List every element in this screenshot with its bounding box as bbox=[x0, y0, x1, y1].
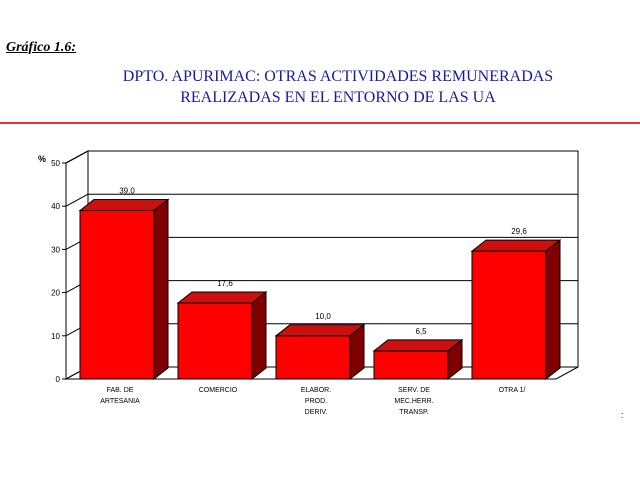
x-tick-label: ARTESANIA bbox=[100, 398, 140, 405]
x-tick-label: FAB. DE bbox=[107, 387, 134, 394]
data-label: 17,6 bbox=[217, 279, 233, 288]
data-label: 10,0 bbox=[315, 312, 331, 321]
title-divider bbox=[0, 122, 640, 124]
bar-top bbox=[372, 339, 464, 352]
bar-top bbox=[274, 324, 366, 337]
bar-top bbox=[78, 199, 170, 212]
x-tick-label: MEC.HERR. bbox=[394, 398, 433, 405]
bar-side bbox=[153, 198, 169, 381]
gridline-depth bbox=[65, 193, 89, 207]
data-label: 6,5 bbox=[415, 327, 427, 336]
chart-title-line2: REALIZADAS EN EL ENTORNO DE LAS UA bbox=[180, 89, 496, 106]
x-tick-label: ELABOR. bbox=[301, 387, 331, 394]
x-tick-label: PROD. bbox=[305, 398, 327, 405]
bar bbox=[177, 302, 253, 380]
chart-title-line1: DPTO. APURIMAC: OTRAS ACTIVIDADES REMUNE… bbox=[122, 68, 554, 85]
y-tick-label: 30 bbox=[51, 245, 60, 254]
bar bbox=[79, 210, 155, 380]
bar bbox=[373, 350, 449, 380]
bar-side bbox=[251, 290, 267, 381]
figure-label: Gráfico 1.6: bbox=[6, 40, 76, 55]
x-tick-label: COMERCIO bbox=[199, 387, 238, 394]
bar-side bbox=[349, 323, 365, 381]
chart-title: DPTO. APURIMAC: OTRAS ACTIVIDADES REMUNE… bbox=[0, 66, 640, 108]
y-tick-label: 10 bbox=[51, 332, 60, 341]
x-tick-label: SERV. DE bbox=[398, 387, 430, 394]
x-tick-label: OTRA 1/ bbox=[499, 387, 526, 394]
gridline-depth bbox=[65, 150, 89, 164]
x-tick-label: TRANSP. bbox=[399, 409, 428, 416]
y-axis-unit: % bbox=[38, 154, 46, 164]
bar bbox=[275, 335, 351, 380]
y-tick-label: 40 bbox=[51, 202, 60, 211]
bar-side bbox=[447, 338, 463, 381]
x-tick-label: DERIV. bbox=[305, 409, 328, 416]
edge-mark: : bbox=[621, 410, 624, 420]
bar-top bbox=[470, 239, 562, 252]
bar-top bbox=[176, 291, 268, 304]
data-label: 39,0 bbox=[119, 187, 135, 196]
y-tick-label: 0 bbox=[56, 375, 61, 384]
data-label: 29,6 bbox=[511, 227, 527, 236]
bar-side bbox=[545, 239, 561, 381]
y-tick-label: 20 bbox=[51, 289, 60, 298]
y-tick-label: 50 bbox=[51, 159, 60, 168]
bar bbox=[471, 250, 547, 380]
